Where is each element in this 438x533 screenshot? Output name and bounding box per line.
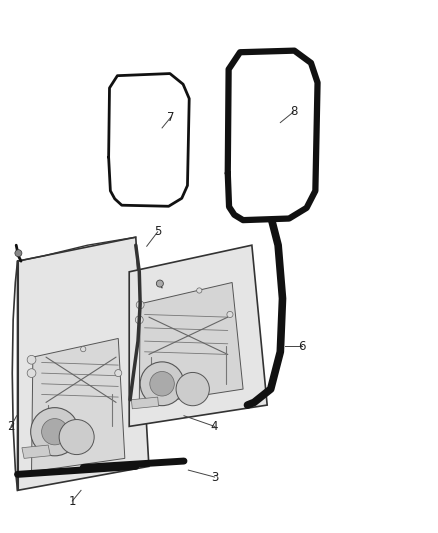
Circle shape bbox=[42, 418, 68, 445]
Circle shape bbox=[140, 362, 184, 406]
Polygon shape bbox=[228, 51, 318, 220]
Polygon shape bbox=[131, 397, 159, 409]
Polygon shape bbox=[32, 338, 125, 472]
Polygon shape bbox=[22, 445, 50, 458]
Text: 1: 1 bbox=[68, 495, 76, 507]
Circle shape bbox=[176, 373, 209, 406]
Circle shape bbox=[156, 280, 163, 287]
Circle shape bbox=[15, 249, 22, 257]
Text: 6: 6 bbox=[298, 340, 306, 353]
Circle shape bbox=[27, 369, 36, 377]
Polygon shape bbox=[18, 237, 149, 490]
Circle shape bbox=[227, 311, 233, 318]
Text: 2: 2 bbox=[7, 420, 15, 433]
Circle shape bbox=[27, 356, 36, 364]
Circle shape bbox=[115, 369, 122, 377]
Text: 4: 4 bbox=[211, 420, 219, 433]
Circle shape bbox=[197, 288, 202, 293]
Circle shape bbox=[59, 419, 94, 455]
Text: 8: 8 bbox=[290, 106, 297, 118]
Polygon shape bbox=[139, 282, 243, 405]
Circle shape bbox=[136, 301, 144, 309]
Circle shape bbox=[150, 372, 174, 396]
Circle shape bbox=[81, 346, 86, 352]
Polygon shape bbox=[233, 59, 312, 213]
Text: 3: 3 bbox=[211, 471, 218, 483]
Text: 7: 7 bbox=[167, 111, 175, 124]
Circle shape bbox=[135, 316, 143, 324]
Circle shape bbox=[31, 408, 79, 456]
Polygon shape bbox=[129, 245, 267, 426]
Text: 5: 5 bbox=[154, 225, 161, 238]
